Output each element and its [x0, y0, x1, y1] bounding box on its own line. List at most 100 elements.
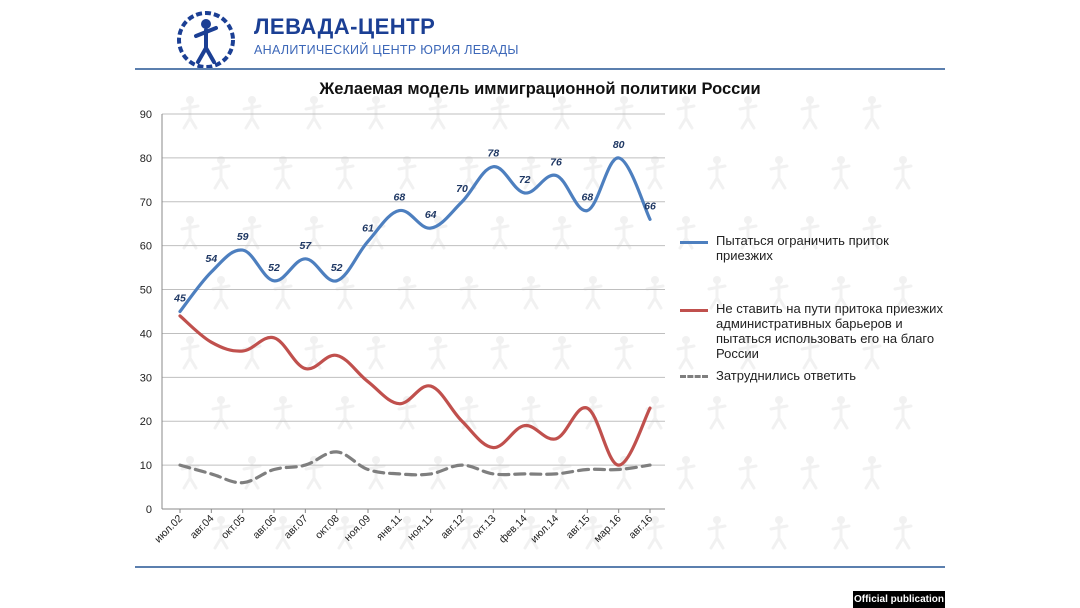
data-label: 61 — [362, 222, 374, 234]
levada-logo-icon — [177, 11, 235, 69]
watermark-figure-icon — [180, 336, 200, 370]
watermark-figure-icon — [211, 156, 231, 190]
watermark-figure-icon — [862, 336, 882, 370]
watermark-figure-icon — [893, 396, 913, 430]
watermark-figure-icon — [614, 216, 634, 250]
y-tick-label: 10 — [140, 460, 152, 472]
watermark-figure-icon — [335, 516, 355, 550]
watermark-figure-icon — [490, 456, 510, 490]
watermark-figure-icon — [335, 156, 355, 190]
y-tick-label: 50 — [140, 285, 152, 297]
top-divider — [135, 68, 945, 70]
y-tick-label: 20 — [140, 416, 152, 428]
watermark-figure-icon — [800, 216, 820, 250]
watermark-figure-icon — [459, 516, 479, 550]
watermark-figure-icon — [552, 216, 572, 250]
data-label: 76 — [550, 156, 562, 168]
data-label: 68 — [581, 192, 593, 204]
watermark-figure-icon — [893, 156, 913, 190]
brand-subtitle: АНАЛИТИЧЕСКИЙ ЦЕНТР ЮРИЯ ЛЕВАДЫ — [254, 43, 519, 57]
watermark-figure-icon — [211, 276, 231, 310]
chart-title: Желаемая модель иммиграционной политики … — [319, 80, 761, 98]
watermark-pattern — [180, 96, 913, 550]
y-tick-label: 90 — [140, 109, 152, 121]
watermark-figure-icon — [676, 96, 696, 130]
y-tick-label: 80 — [140, 153, 152, 165]
watermark-figure-icon — [242, 96, 262, 130]
watermark-figure-icon — [490, 96, 510, 130]
watermark-figure-icon — [769, 516, 789, 550]
watermark-figure-icon — [273, 516, 293, 550]
watermark-figure-icon — [552, 336, 572, 370]
y-tick-label: 40 — [140, 328, 152, 340]
watermark-figure-icon — [180, 216, 200, 250]
watermark-figure-icon — [459, 396, 479, 430]
data-label: 64 — [425, 209, 437, 221]
series-line-2 — [178, 314, 652, 467]
data-labels: 45 54 59 52 57 52 61 68 64 70 78 72 76 68 80 66 — [173, 139, 656, 305]
watermark-figure-icon — [366, 336, 386, 370]
watermark-figure-icon — [645, 276, 665, 310]
watermark-figure-icon — [707, 516, 727, 550]
watermark-figure-icon — [862, 456, 882, 490]
data-label: 59 — [237, 231, 249, 243]
watermark-figure-icon — [211, 516, 231, 550]
y-tick-label: 60 — [140, 241, 152, 253]
watermark-figure-icon — [304, 456, 324, 490]
chart-grid — [161, 113, 665, 510]
watermark-figure-icon — [707, 276, 727, 310]
data-label: 52 — [331, 262, 343, 274]
watermark-figure-icon — [645, 156, 665, 190]
watermark-figure-icon — [831, 156, 851, 190]
watermark-figure-icon — [645, 516, 665, 550]
watermark-figure-icon — [738, 96, 758, 130]
series-line-3 — [178, 450, 652, 485]
x-tick-label: авг.06 — [250, 513, 279, 542]
y-axis-ticks: 0 10 20 30 40 50 60 70 80 90 — [140, 109, 152, 516]
watermark-figure-icon — [583, 156, 603, 190]
watermark-figure-icon — [862, 96, 882, 130]
watermark-figure-icon — [676, 456, 696, 490]
y-tick-label: 30 — [140, 372, 152, 384]
legend-label-series-1: Пытаться ограничить приток приезжих — [716, 233, 889, 263]
watermark-figure-icon — [831, 396, 851, 430]
watermark-figure-icon — [304, 96, 324, 130]
watermark-figure-icon — [211, 396, 231, 430]
watermark-figure-icon — [893, 516, 913, 550]
data-label: 52 — [268, 262, 280, 274]
watermark-figure-icon — [397, 276, 417, 310]
data-label: 45 — [173, 293, 186, 305]
bottom-divider — [135, 566, 945, 568]
watermark-figure-icon — [459, 276, 479, 310]
data-label: 80 — [613, 139, 625, 151]
watermark-figure-icon — [614, 336, 634, 370]
legend-swatch-series-3 — [680, 375, 708, 378]
watermark-figure-icon — [242, 456, 262, 490]
y-tick-label: 0 — [146, 504, 152, 516]
watermark-figure-icon — [552, 456, 572, 490]
watermark-figure-icon — [738, 216, 758, 250]
x-tick-label: авг.04 — [188, 513, 217, 542]
watermark-figure-icon — [583, 276, 603, 310]
watermark-figure-icon — [273, 156, 293, 190]
data-label: 72 — [519, 174, 531, 186]
watermark-figure-icon — [304, 216, 324, 250]
watermark-figure-icon — [180, 96, 200, 130]
watermark-figure-icon — [738, 336, 758, 370]
watermark-figure-icon — [707, 396, 727, 430]
data-label: 70 — [456, 183, 468, 195]
watermark-figure-icon — [397, 156, 417, 190]
watermark-figure-icon — [490, 336, 510, 370]
watermark-figure-icon — [800, 456, 820, 490]
watermark-figure-icon — [397, 516, 417, 550]
watermark-figure-icon — [862, 216, 882, 250]
legend-swatch-series-2 — [680, 309, 708, 312]
watermark-figure-icon — [583, 516, 603, 550]
watermark-figure-icon — [242, 336, 262, 370]
y-tick-label: 70 — [140, 197, 152, 209]
watermark-figure-icon — [180, 456, 200, 490]
series-lines — [178, 156, 652, 485]
watermark-figure-icon — [304, 336, 324, 370]
